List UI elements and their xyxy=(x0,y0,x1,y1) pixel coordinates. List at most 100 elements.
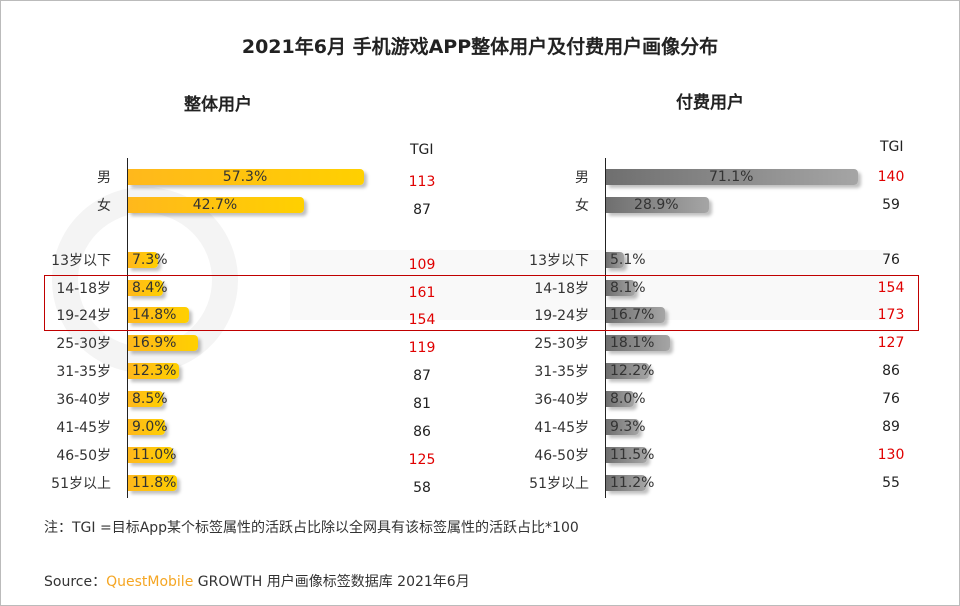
all-value-label: 11.0% xyxy=(132,447,177,463)
tgi-header-right: TGI xyxy=(880,139,904,155)
all-value-label: 16.9% xyxy=(132,335,177,351)
all-category-label: 13岁以下 xyxy=(51,253,111,269)
all-bar xyxy=(128,335,198,351)
paying-value-label: 8.1% xyxy=(610,280,646,296)
all-value-label: 57.3% xyxy=(222,169,268,185)
all-value-label: 8.4% xyxy=(132,280,168,296)
paying-category-label: 41-45岁 xyxy=(534,420,589,436)
all-tgi-value: 113 xyxy=(408,174,436,190)
paying-value-label: 18.1% xyxy=(610,335,655,351)
source-prefix: Source： xyxy=(44,574,107,590)
all-tgi-value: 125 xyxy=(408,452,436,468)
all-value-label: 12.3% xyxy=(132,363,177,379)
paying-tgi-value: 55 xyxy=(882,475,900,491)
paying-value-label: 71.1% xyxy=(708,169,754,185)
all-category-label: 19-24岁 xyxy=(56,308,111,324)
all-category-label: 14-18岁 xyxy=(56,281,111,297)
chart-title: 2021年6月 手机游戏APP整体用户及付费用户画像分布 xyxy=(241,36,719,58)
all-value-label: 11.8% xyxy=(132,475,177,491)
paying-tgi-value: 76 xyxy=(882,252,900,268)
paying-category-label: 46-50岁 xyxy=(534,448,589,464)
paying-tgi-value: 76 xyxy=(882,391,900,407)
paying-value-label: 12.2% xyxy=(610,363,655,379)
paying-bar xyxy=(606,307,666,323)
paying-category-label: 31-35岁 xyxy=(534,364,589,380)
all-axis-line xyxy=(127,158,128,498)
paying-tgi-value: 173 xyxy=(877,307,905,323)
paying-bar xyxy=(606,280,635,296)
all-category-label: 女 xyxy=(97,198,111,214)
highlight-box xyxy=(44,275,919,331)
source-line: Source：QuestMobile GROWTH 用户画像标签数据库 2021… xyxy=(44,571,470,591)
all-bar xyxy=(128,475,177,491)
paying-value-label: 5.1% xyxy=(610,252,646,268)
paying-category-label: 14-18岁 xyxy=(534,281,589,297)
paying-bar xyxy=(606,252,625,268)
all-tgi-value: 81 xyxy=(413,396,431,412)
paying-bar xyxy=(606,391,635,407)
all-bar xyxy=(128,252,159,268)
paying-category-label: 51岁以上 xyxy=(529,476,589,492)
subtitle-all-users: 整体用户 xyxy=(184,95,252,115)
all-category-label: 41-45岁 xyxy=(56,420,111,436)
paying-tgi-value: 59 xyxy=(882,197,900,213)
all-bar xyxy=(128,169,365,185)
all-category-label: 25-30岁 xyxy=(56,336,111,352)
all-value-label: 14.8% xyxy=(132,307,177,323)
footnote: 注：TGI =目标App某个标签属性的活跃占比除以全网具有该标签属性的活跃占比*… xyxy=(44,520,579,536)
paying-value-label: 16.7% xyxy=(610,307,655,323)
all-tgi-value: 154 xyxy=(408,312,436,328)
all-value-label: 8.5% xyxy=(132,391,168,407)
all-value-label: 9.0% xyxy=(132,419,168,435)
paying-tgi-value: 86 xyxy=(882,363,900,379)
all-bar xyxy=(128,391,164,407)
paying-tgi-value: 140 xyxy=(877,169,905,185)
all-category-label: 36-40岁 xyxy=(56,392,111,408)
paying-bar xyxy=(606,419,639,435)
paying-tgi-value: 154 xyxy=(877,280,905,296)
paying-tgi-value: 127 xyxy=(877,335,905,351)
all-category-label: 男 xyxy=(97,170,111,186)
paying-value-label: 11.2% xyxy=(610,475,655,491)
all-tgi-value: 119 xyxy=(408,340,436,356)
paying-bar xyxy=(606,169,859,185)
paying-bar xyxy=(606,447,647,463)
paying-bar xyxy=(606,475,646,491)
paying-category-label: 13岁以下 xyxy=(529,253,589,269)
paying-category-label: 19-24岁 xyxy=(534,308,589,324)
all-tgi-value: 86 xyxy=(413,424,431,440)
all-bar xyxy=(128,280,163,296)
subtitle-paying-users: 付费用户 xyxy=(676,93,744,113)
paying-value-label: 28.9% xyxy=(634,197,679,213)
paying-category-label: 36-40岁 xyxy=(534,392,589,408)
all-value-label: 7.3% xyxy=(132,252,168,268)
tgi-header-left: TGI xyxy=(410,142,434,158)
paying-category-label: 男 xyxy=(575,170,589,186)
all-tgi-value: 161 xyxy=(408,285,436,301)
all-tgi-value: 87 xyxy=(413,368,431,384)
all-tgi-value: 87 xyxy=(413,202,431,218)
all-tgi-value: 58 xyxy=(413,480,431,496)
all-value-label: 42.7% xyxy=(192,197,238,213)
paying-value-label: 8.0% xyxy=(610,391,646,407)
all-bar xyxy=(128,363,179,379)
paying-value-label: 9.3% xyxy=(610,419,646,435)
paying-value-label: 11.5% xyxy=(610,447,655,463)
paying-tgi-value: 130 xyxy=(877,447,905,463)
all-category-label: 51岁以上 xyxy=(51,476,111,492)
source-brand: QuestMobile xyxy=(106,574,194,590)
all-bar xyxy=(128,307,189,323)
all-bar xyxy=(128,197,304,213)
paying-category-label: 25-30岁 xyxy=(534,336,589,352)
all-category-label: 46-50岁 xyxy=(56,448,111,464)
all-bar xyxy=(128,419,166,435)
all-category-label: 31-35岁 xyxy=(56,364,111,380)
paying-axis-line xyxy=(605,158,606,498)
paying-category-label: 女 xyxy=(575,198,589,214)
all-bar xyxy=(128,447,174,463)
paying-tgi-value: 89 xyxy=(882,419,900,435)
paying-bar xyxy=(606,197,709,213)
paying-bar xyxy=(606,363,650,379)
paying-bar xyxy=(606,335,671,351)
all-tgi-value: 109 xyxy=(408,257,436,273)
